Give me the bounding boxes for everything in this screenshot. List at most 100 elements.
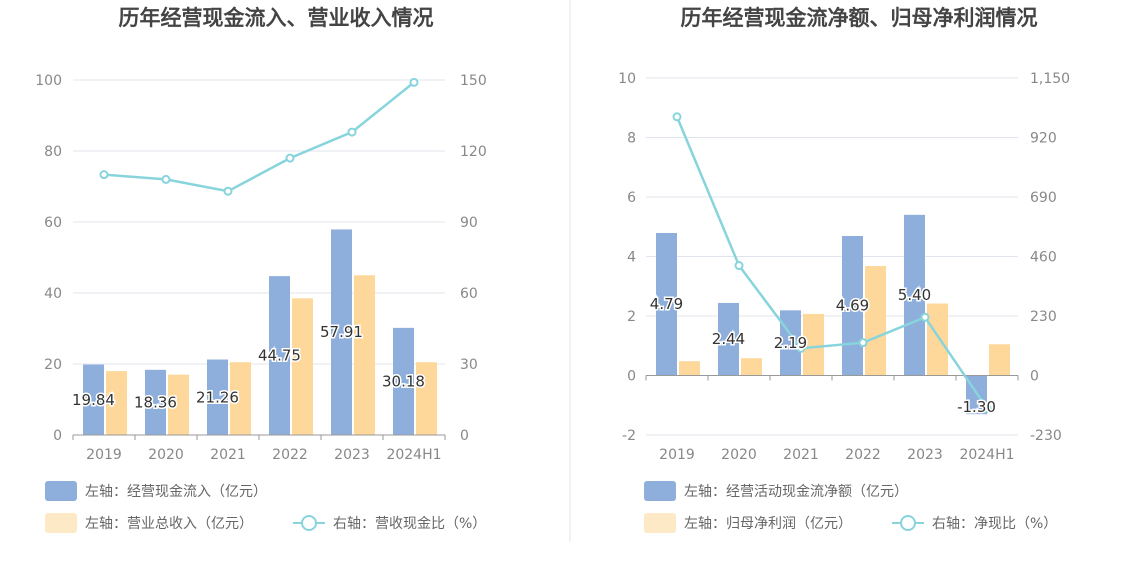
bar-series1-2022 bbox=[269, 276, 290, 435]
data-label: 19.84 bbox=[72, 391, 115, 409]
bar-series1-2022 bbox=[842, 235, 863, 376]
bar-series2-2020 bbox=[168, 374, 189, 435]
left-tick-label: 10 bbox=[618, 71, 636, 87]
line-point-2019 bbox=[672, 112, 682, 122]
left-axis-ticks: -2 0 2 4 6 8 10 bbox=[618, 71, 636, 444]
legend-item-bar2[interactable]: 左轴：归母净利润（亿元） bbox=[644, 513, 852, 533]
left-tick-label: 100 bbox=[35, 73, 62, 89]
data-label: 57.91 bbox=[320, 323, 363, 341]
left-axis-ticks: 0 20 40 60 80 100 bbox=[35, 73, 62, 444]
legend-label: 左轴：营业总收入（亿元） bbox=[85, 516, 253, 532]
legend-swatch-bar2 bbox=[45, 513, 77, 533]
chart-title: 历年经营现金流净额、归母净利润情况 bbox=[681, 6, 1038, 30]
data-label: 2.44 bbox=[712, 330, 745, 348]
data-label: -1.30 bbox=[957, 398, 996, 416]
data-labels: 4.79 2.44 2.19 4.69 5.40 -1.30 bbox=[648, 285, 997, 418]
chart-cash-inflow-revenue: 历年经营现金流入、营业收入情况 0 20 40 60 80 100 0 30 60 90 120 1… bbox=[35, 6, 487, 533]
bar-series1-2019 bbox=[83, 364, 104, 435]
left-tick-label: 80 bbox=[44, 144, 62, 160]
left-tick-label: 4 bbox=[627, 250, 636, 266]
legend-item-line[interactable]: 右轴：净现比（%） bbox=[892, 515, 1057, 532]
line-point-2019 bbox=[99, 170, 109, 180]
data-label: 18.36 bbox=[134, 393, 177, 411]
line-point-2021 bbox=[796, 343, 806, 353]
line-series bbox=[672, 112, 992, 413]
legend-item-bar2[interactable]: 左轴：营业总收入（亿元） bbox=[45, 513, 253, 533]
data-labels: 19.84 18.36 21.26 44.75 57.91 30.18 bbox=[71, 322, 427, 413]
line-path bbox=[675, 116, 989, 410]
bar-series1-2023 bbox=[331, 229, 352, 435]
right-tick-label: 30 bbox=[460, 357, 478, 373]
right-tick-label: 0 bbox=[1030, 369, 1039, 385]
bar-series2-2019 bbox=[106, 371, 127, 435]
right-tick-label: 120 bbox=[460, 144, 487, 160]
gridlines bbox=[646, 77, 1018, 436]
data-label: 30.18 bbox=[382, 372, 425, 390]
right-tick-label: 920 bbox=[1030, 131, 1057, 147]
bar-series2-2024H1 bbox=[989, 344, 1010, 376]
data-label: 44.75 bbox=[258, 347, 301, 365]
bar-series1-2021 bbox=[207, 359, 228, 435]
x-tick-label: 2019 bbox=[659, 447, 695, 463]
x-tick-label: 2022 bbox=[272, 447, 308, 463]
right-tick-label: 90 bbox=[460, 215, 478, 231]
right-tick-label: 150 bbox=[460, 73, 487, 89]
x-tick-label: 2021 bbox=[783, 447, 819, 463]
legend-label: 右轴：营收现金比（%） bbox=[333, 516, 486, 532]
right-tick-label: 1,150 bbox=[1030, 71, 1070, 87]
right-axis-ticks: 0 30 60 90 120 150 bbox=[460, 73, 487, 444]
line-series bbox=[99, 77, 419, 196]
x-tick-label: 2022 bbox=[845, 447, 881, 463]
legend-swatch-marker bbox=[301, 515, 317, 531]
left-tick-label: 8 bbox=[627, 131, 636, 147]
chart-title: 历年经营现金流入、营业收入情况 bbox=[119, 6, 434, 30]
left-tick-label: -2 bbox=[622, 428, 636, 444]
line-point-2021 bbox=[223, 186, 233, 196]
line-point-2023 bbox=[347, 127, 357, 137]
x-tick-label: 2023 bbox=[907, 447, 943, 463]
line-path bbox=[103, 81, 415, 193]
x-axis: 2019 2020 2021 2022 2023 2024H1 bbox=[645, 375, 1019, 463]
left-tick-label: 2 bbox=[627, 309, 636, 325]
right-tick-label: 230 bbox=[1030, 309, 1057, 325]
legend-item-bar1[interactable]: 左轴：经营活动现金流净额（亿元） bbox=[644, 481, 908, 501]
bar-series1-2020 bbox=[145, 369, 166, 435]
right-tick-label: 460 bbox=[1030, 250, 1057, 266]
bar-series2-2021 bbox=[230, 362, 251, 435]
bar-series2-2020 bbox=[741, 358, 762, 376]
right-axis-ticks: -230 0 230 460 690 920 1,150 bbox=[1030, 71, 1070, 444]
bar-series2-2022 bbox=[865, 266, 886, 376]
line-point-2020 bbox=[161, 174, 171, 184]
left-tick-label: 6 bbox=[627, 190, 636, 206]
legend: 左轴：经营活动现金流净额（亿元） 左轴：归母净利润（亿元） 右轴：净现比（%） bbox=[644, 481, 1057, 533]
bar-series2-2023 bbox=[354, 275, 375, 435]
left-tick-label: 0 bbox=[53, 428, 62, 444]
bar-series2-2024H1 bbox=[416, 362, 437, 435]
x-tick-label: 2020 bbox=[721, 447, 757, 463]
right-tick-label: -230 bbox=[1030, 428, 1062, 444]
data-label: 5.40 bbox=[898, 286, 931, 304]
x-tick-label: 2024H1 bbox=[386, 447, 441, 463]
legend-swatch-bar1 bbox=[644, 481, 676, 501]
chart-net-cash-profit: 历年经营现金流净额、归母净利润情况 -2 0 2 4 6 8 10 -230 0 230 460 6… bbox=[618, 6, 1070, 533]
line-point-2024H1 bbox=[409, 77, 419, 87]
x-tick-label: 2023 bbox=[334, 447, 370, 463]
legend-label: 左轴：经营活动现金流净额（亿元） bbox=[684, 484, 908, 500]
line-point-2023 bbox=[920, 312, 930, 322]
left-tick-label: 60 bbox=[44, 215, 62, 231]
line-point-2022 bbox=[858, 338, 868, 348]
x-tick-label: 2024H1 bbox=[959, 447, 1014, 463]
legend-label: 左轴：归母净利润（亿元） bbox=[684, 515, 852, 532]
bar-series1-2023 bbox=[904, 214, 925, 376]
data-label: 21.26 bbox=[196, 388, 239, 406]
line-point-2020 bbox=[734, 261, 744, 271]
bars bbox=[83, 229, 437, 435]
legend-item-line[interactable]: 右轴：营收现金比（%） bbox=[293, 515, 486, 532]
legend-item-bar1[interactable]: 左轴：经营现金流入（亿元） bbox=[45, 481, 267, 501]
legend-label: 右轴：净现比（%） bbox=[932, 516, 1057, 532]
data-label: 4.69 bbox=[836, 297, 869, 315]
right-tick-label: 0 bbox=[460, 428, 469, 444]
line-point-2024H1 bbox=[982, 403, 992, 413]
data-label: 2.19 bbox=[774, 334, 807, 352]
